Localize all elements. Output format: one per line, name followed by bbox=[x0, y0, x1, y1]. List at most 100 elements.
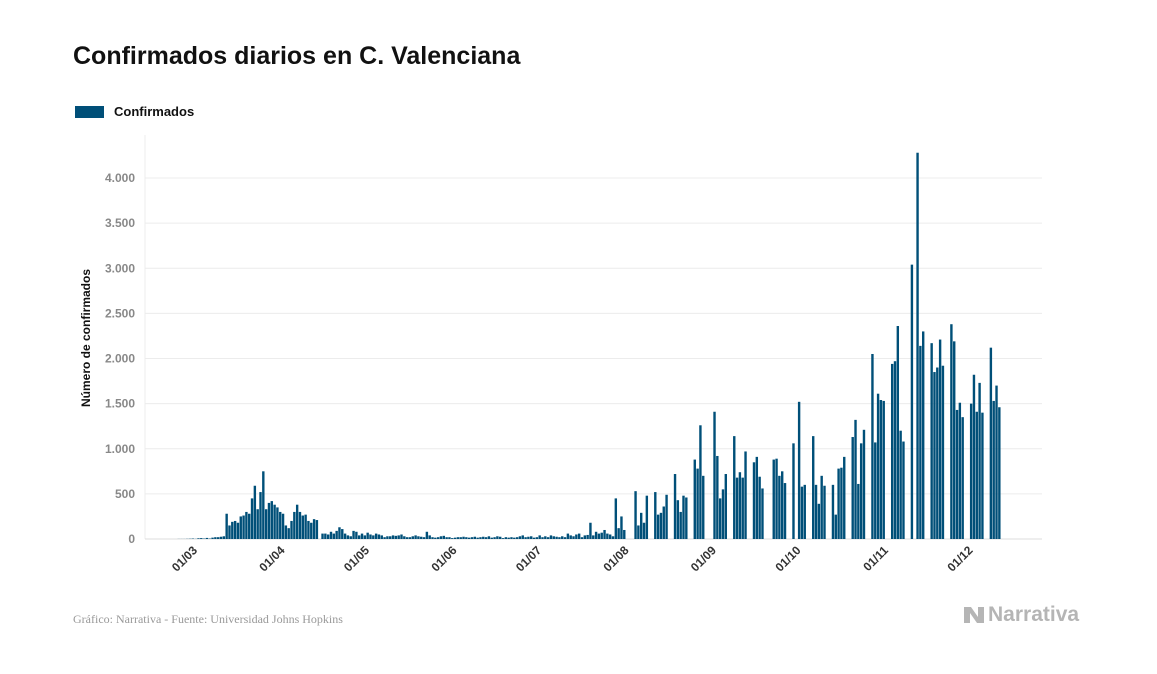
bar bbox=[772, 459, 775, 539]
narrativa-logo-icon bbox=[964, 607, 984, 623]
bar bbox=[459, 537, 462, 539]
x-tick-labels: 01/03 01/04 01/05 01/06 01/07 01/08 01/09 01/10… bbox=[169, 543, 976, 574]
bar bbox=[400, 534, 403, 539]
bar bbox=[859, 443, 863, 539]
bar bbox=[603, 529, 606, 540]
bar bbox=[462, 536, 465, 539]
bar bbox=[953, 341, 956, 539]
bar bbox=[341, 529, 344, 539]
bar bbox=[724, 474, 727, 539]
legend: Confirmados bbox=[75, 104, 194, 119]
bar bbox=[380, 535, 383, 539]
bar bbox=[403, 536, 406, 539]
bar bbox=[558, 537, 561, 539]
y-tick-label: 3.500 bbox=[105, 216, 135, 230]
bar bbox=[496, 536, 499, 539]
bar bbox=[549, 535, 553, 539]
bar bbox=[338, 527, 341, 539]
bar bbox=[699, 425, 702, 539]
bar bbox=[896, 326, 900, 539]
bar bbox=[321, 533, 324, 540]
bar bbox=[995, 385, 998, 539]
bar bbox=[583, 535, 586, 539]
bar bbox=[620, 516, 623, 539]
bar bbox=[231, 521, 234, 539]
bar bbox=[617, 528, 620, 539]
bar bbox=[276, 507, 279, 539]
bar bbox=[360, 533, 364, 540]
bar bbox=[634, 491, 637, 539]
bar bbox=[510, 537, 513, 539]
bar bbox=[792, 443, 795, 539]
bar bbox=[214, 537, 217, 539]
bar bbox=[420, 536, 423, 539]
bar bbox=[831, 484, 835, 539]
bar bbox=[552, 536, 555, 539]
legend-swatch bbox=[75, 105, 104, 118]
bar bbox=[941, 365, 945, 539]
bar bbox=[566, 533, 570, 540]
bar bbox=[358, 535, 361, 539]
bar bbox=[890, 363, 894, 539]
bar bbox=[499, 536, 502, 539]
bar bbox=[434, 537, 437, 539]
bar bbox=[200, 538, 203, 539]
bar bbox=[332, 533, 336, 540]
bar bbox=[969, 403, 973, 540]
bar bbox=[264, 509, 268, 539]
bar bbox=[676, 500, 680, 539]
bar bbox=[685, 497, 688, 540]
bar bbox=[346, 535, 350, 539]
bar bbox=[487, 536, 491, 539]
bar bbox=[451, 538, 454, 539]
bar bbox=[938, 339, 942, 539]
bar bbox=[343, 533, 347, 540]
bar bbox=[363, 535, 367, 539]
bar bbox=[778, 475, 781, 539]
bar bbox=[597, 533, 601, 540]
bar bbox=[546, 537, 550, 539]
bar bbox=[436, 537, 440, 539]
bar bbox=[284, 525, 288, 539]
bar bbox=[899, 430, 902, 539]
bar bbox=[679, 511, 682, 539]
bar bbox=[823, 485, 826, 539]
bar bbox=[843, 456, 846, 539]
bar bbox=[961, 417, 964, 539]
bar bbox=[465, 537, 468, 539]
bar bbox=[290, 520, 293, 539]
bar bbox=[752, 462, 756, 539]
bar bbox=[916, 152, 919, 540]
bar bbox=[797, 401, 801, 539]
bar bbox=[310, 522, 313, 539]
bar bbox=[228, 525, 231, 539]
bar bbox=[882, 400, 885, 539]
bar bbox=[259, 492, 262, 539]
bar bbox=[735, 477, 739, 539]
bar bbox=[857, 483, 860, 539]
bar bbox=[673, 474, 677, 539]
bars bbox=[177, 152, 1001, 540]
bar bbox=[738, 472, 742, 539]
bar bbox=[693, 459, 696, 539]
bar bbox=[467, 537, 471, 539]
bar bbox=[933, 372, 936, 539]
bar bbox=[397, 535, 400, 539]
bar bbox=[425, 531, 429, 539]
bar bbox=[893, 361, 897, 539]
bar bbox=[741, 477, 744, 539]
bar bbox=[614, 498, 618, 539]
y-axis-label: Número de confirmados bbox=[79, 269, 93, 407]
y-tick-label: 2.000 bbox=[105, 352, 135, 366]
bar bbox=[989, 347, 993, 539]
bar bbox=[408, 537, 412, 539]
x-tick-label: 01/05 bbox=[341, 543, 372, 574]
bar bbox=[239, 516, 242, 539]
bar bbox=[955, 409, 959, 539]
bar bbox=[349, 536, 352, 539]
bar bbox=[682, 495, 685, 539]
bar bbox=[902, 441, 905, 539]
bar bbox=[422, 537, 426, 539]
bar bbox=[329, 531, 333, 539]
bar bbox=[293, 511, 296, 539]
